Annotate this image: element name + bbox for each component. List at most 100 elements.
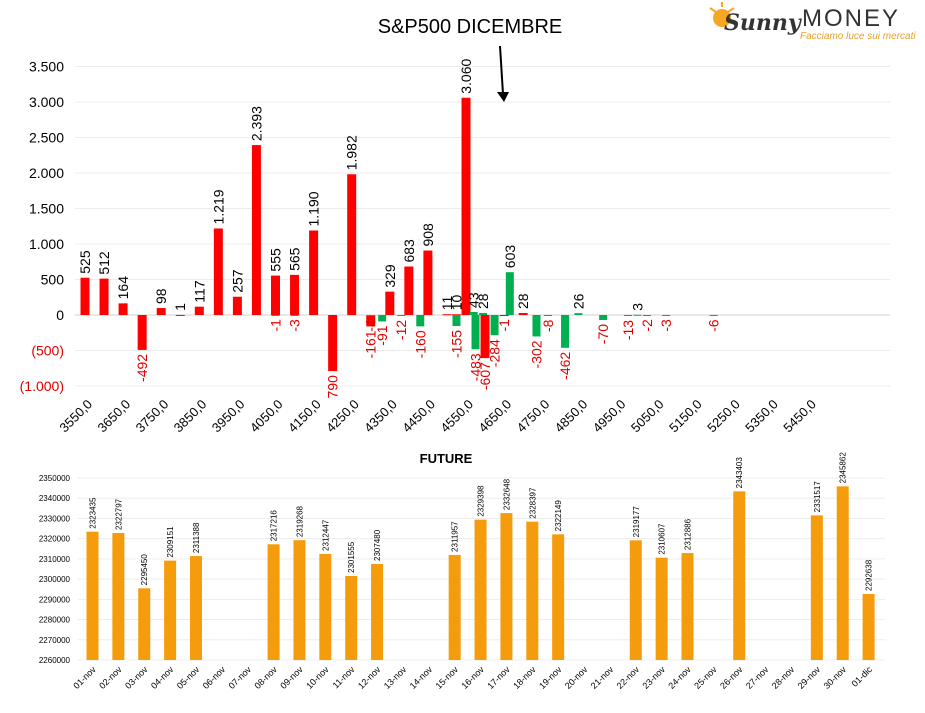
- data-label: 2322797: [114, 498, 123, 530]
- sunny-money-logo: Sunny MONEY Facciamo luce sui mercati: [709, 2, 916, 42]
- data-label: 2301555: [347, 541, 356, 573]
- y-tick-label: 3.000: [29, 94, 64, 110]
- x-tick-label: 4750,0: [514, 397, 553, 436]
- bar: [452, 315, 461, 327]
- data-label: 603: [502, 245, 518, 269]
- bar: [319, 553, 332, 660]
- x-tick-label: 09-nov: [278, 664, 305, 691]
- data-label: 2311957: [451, 521, 460, 552]
- bar: [118, 303, 128, 315]
- bar: [271, 275, 280, 315]
- x-tick-label: 21-nov: [589, 664, 616, 691]
- bar: [499, 315, 509, 316]
- data-label: 3: [629, 303, 645, 311]
- x-tick-label: 04-nov: [149, 664, 176, 691]
- bar: [164, 560, 177, 660]
- x-tick-label: 4250,0: [323, 397, 362, 436]
- data-label: 117: [191, 280, 207, 303]
- x-tick-label: 4050,0: [247, 397, 286, 436]
- bar: [623, 315, 632, 316]
- bar: [479, 313, 488, 315]
- y-tick-label: 2.500: [29, 130, 64, 146]
- future-chart: FUTURE 2350000 2340000 2330000 2320000 23100…: [39, 451, 885, 691]
- data-label: 1.982: [344, 135, 360, 170]
- logo-sunny: Sunny: [724, 10, 803, 36]
- x-tick-label: 3750,0: [133, 397, 172, 436]
- data-label: 790: [325, 375, 341, 399]
- data-label: 2.393: [248, 106, 264, 141]
- data-label: 11: [439, 295, 455, 310]
- bottom-chart-title: FUTURE: [420, 451, 473, 466]
- bar: [733, 491, 746, 660]
- data-label: 2307480: [373, 529, 382, 561]
- bar: [461, 97, 471, 316]
- data-label: 2311388: [192, 522, 201, 553]
- data-label: -160: [412, 330, 428, 358]
- data-label: 257: [229, 269, 245, 293]
- y-tick-label: 1.000: [29, 236, 64, 252]
- y-tick-label: 3.500: [29, 59, 64, 75]
- bar: [290, 315, 299, 316]
- bar: [232, 296, 242, 315]
- bar: [543, 315, 552, 316]
- data-label: -462: [557, 352, 573, 380]
- bar: [293, 540, 306, 660]
- x-tick-label: 4950,0: [590, 397, 629, 436]
- bar: [371, 563, 384, 660]
- x-tick-label: 23-nov: [641, 664, 668, 691]
- data-label: 2323435: [89, 497, 98, 529]
- x-tick-label: 5150,0: [666, 397, 705, 436]
- bar: [469, 311, 478, 315]
- data-label: 2309151: [166, 526, 175, 558]
- data-label: 525: [77, 250, 93, 274]
- x-tick-label: 11-nov: [331, 664, 357, 690]
- x-tick-label: 25-nov: [692, 664, 719, 691]
- bar: [662, 315, 671, 316]
- data-label: -4: [363, 319, 379, 332]
- data-label: 1.190: [306, 191, 322, 226]
- x-tick-label: 10-nov: [304, 664, 331, 691]
- y-tick-label: (1.000): [20, 378, 64, 394]
- y-tick-label: 0: [56, 307, 64, 323]
- data-label: 2322149: [554, 500, 563, 532]
- x-tick-label: 3550,0: [56, 397, 95, 436]
- data-label: 98: [153, 288, 169, 304]
- y-tick-label: 500: [41, 272, 65, 288]
- x-tick-label: 19-nov: [537, 664, 564, 691]
- data-label: -8: [540, 319, 556, 332]
- data-label: 2332648: [502, 478, 511, 510]
- x-tick-label: 06-nov: [201, 664, 228, 691]
- bar: [423, 250, 433, 315]
- bar: [194, 306, 204, 315]
- bottom-bars: [86, 486, 875, 660]
- bar: [347, 174, 357, 315]
- x-tick-label: 3850,0: [171, 397, 210, 436]
- data-label: -607: [477, 362, 493, 390]
- x-tick-label: 03-nov: [123, 664, 150, 691]
- bar: [328, 315, 338, 372]
- data-label: -1: [496, 319, 512, 332]
- data-label: 329: [382, 264, 398, 288]
- x-tick-label: 01-nov: [71, 664, 98, 691]
- bar: [137, 315, 147, 350]
- bar: [532, 315, 541, 337]
- bar: [156, 308, 166, 315]
- data-label: 26: [570, 293, 586, 309]
- bar: [442, 314, 452, 316]
- data-label: -6: [706, 319, 722, 332]
- x-tick-label: 05-nov: [175, 664, 202, 691]
- bar: [290, 274, 300, 315]
- bar: [86, 531, 99, 660]
- bar: [404, 266, 414, 315]
- data-label: 2345862: [839, 452, 848, 484]
- bar: [552, 534, 565, 660]
- bar: [378, 315, 387, 322]
- x-tick-label: 20-nov: [563, 664, 590, 691]
- x-tick-label: 16-nov: [459, 664, 486, 691]
- y-tick-label: (500): [31, 343, 64, 359]
- x-tick-label: 08-nov: [252, 664, 279, 691]
- data-label: -302: [528, 340, 544, 368]
- x-tick-label: 01-dic: [850, 664, 875, 689]
- y-tick-label: 2.000: [29, 165, 64, 181]
